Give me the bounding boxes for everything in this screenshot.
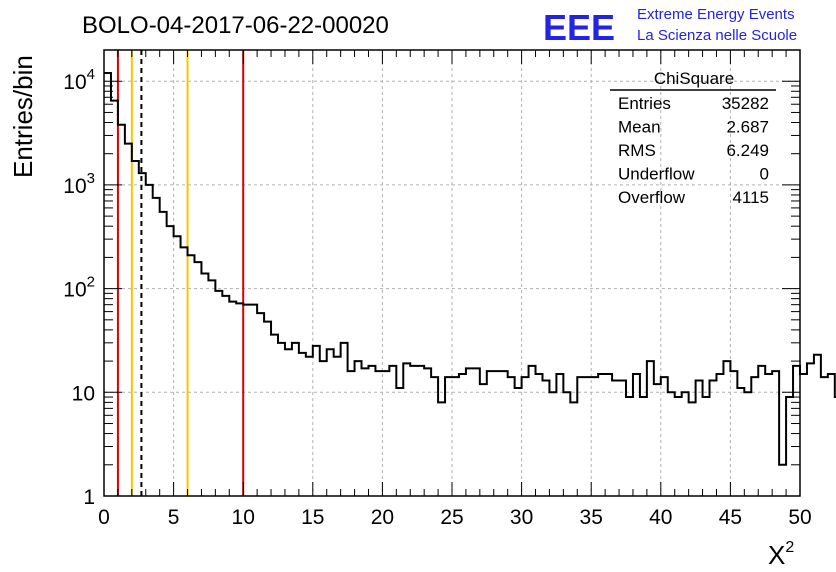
stats-value: 6.249 [726,141,769,160]
y-tick-label: 102 [63,274,95,302]
x-tick-label: 0 [98,506,110,529]
y-tick-label: 1 [83,486,95,509]
x-tick-label: 30 [510,506,533,529]
x-tick-label: 10 [232,506,255,529]
x-tick-label: 35 [580,506,603,529]
y-tick-label-base: 10 [63,71,86,94]
logo-line-2: La Scienza nelle Scuole [637,27,797,44]
x-tick-label: 40 [649,506,672,529]
stats-box: ChiSquare Entries 35282 Mean 2.687 RMS 6.249 U… [610,69,776,207]
y-tick-label: 10 [72,382,95,405]
y-tick-label-base: 1 [83,486,95,509]
y-axis-title: Entries/bin [8,55,38,178]
stats-value: 2.687 [726,118,769,137]
histogram-series [104,72,836,466]
x-tick-label: 50 [788,506,811,529]
x-tick-label: 45 [719,506,742,529]
x-axis-title: X2 [768,539,794,570]
x-tick-labels: 0 5 10 15 20 25 30 35 40 45 50 [98,506,812,529]
x-tick-label: 15 [301,506,324,529]
x-tick-label: 25 [440,506,463,529]
y-tick-label-exponent: 2 [87,274,95,291]
stats-label: RMS [618,141,656,160]
stats-value: 4115 [732,188,769,207]
chart-title: BOLO-04-2017-06-22-00020 [82,12,389,39]
stats-value: 35282 [722,94,769,113]
y-tick-label: 104 [63,66,95,94]
y-tick-label: 103 [63,170,95,198]
x-axis-title-superscript: 2 [785,539,794,556]
reference-lines [116,50,245,496]
y-tick-label-exponent: 3 [87,170,95,187]
stats-label: Underflow [618,165,695,184]
logo-line-1: Extreme Energy Events [637,6,795,23]
x-axis-title-base: X [768,540,785,570]
eee-logo: EEE Extreme Energy Events La Scienza nel… [543,6,797,48]
y-tick-label-base: 10 [63,279,86,302]
stats-label: Entries [618,94,671,113]
x-tick-label: 5 [168,506,180,529]
logo-mark: EEE [543,7,615,48]
stats-value: 0 [760,165,769,184]
y-tick-label-base: 10 [72,382,95,405]
stats-label: Mean [618,118,661,137]
stats-label: Overflow [618,188,686,207]
axis-ticks [103,49,801,497]
stats-name: ChiSquare [654,69,734,88]
x-tick-label: 20 [371,506,394,529]
y-tick-label-exponent: 4 [87,66,95,83]
y-tick-label-base: 10 [63,175,86,198]
